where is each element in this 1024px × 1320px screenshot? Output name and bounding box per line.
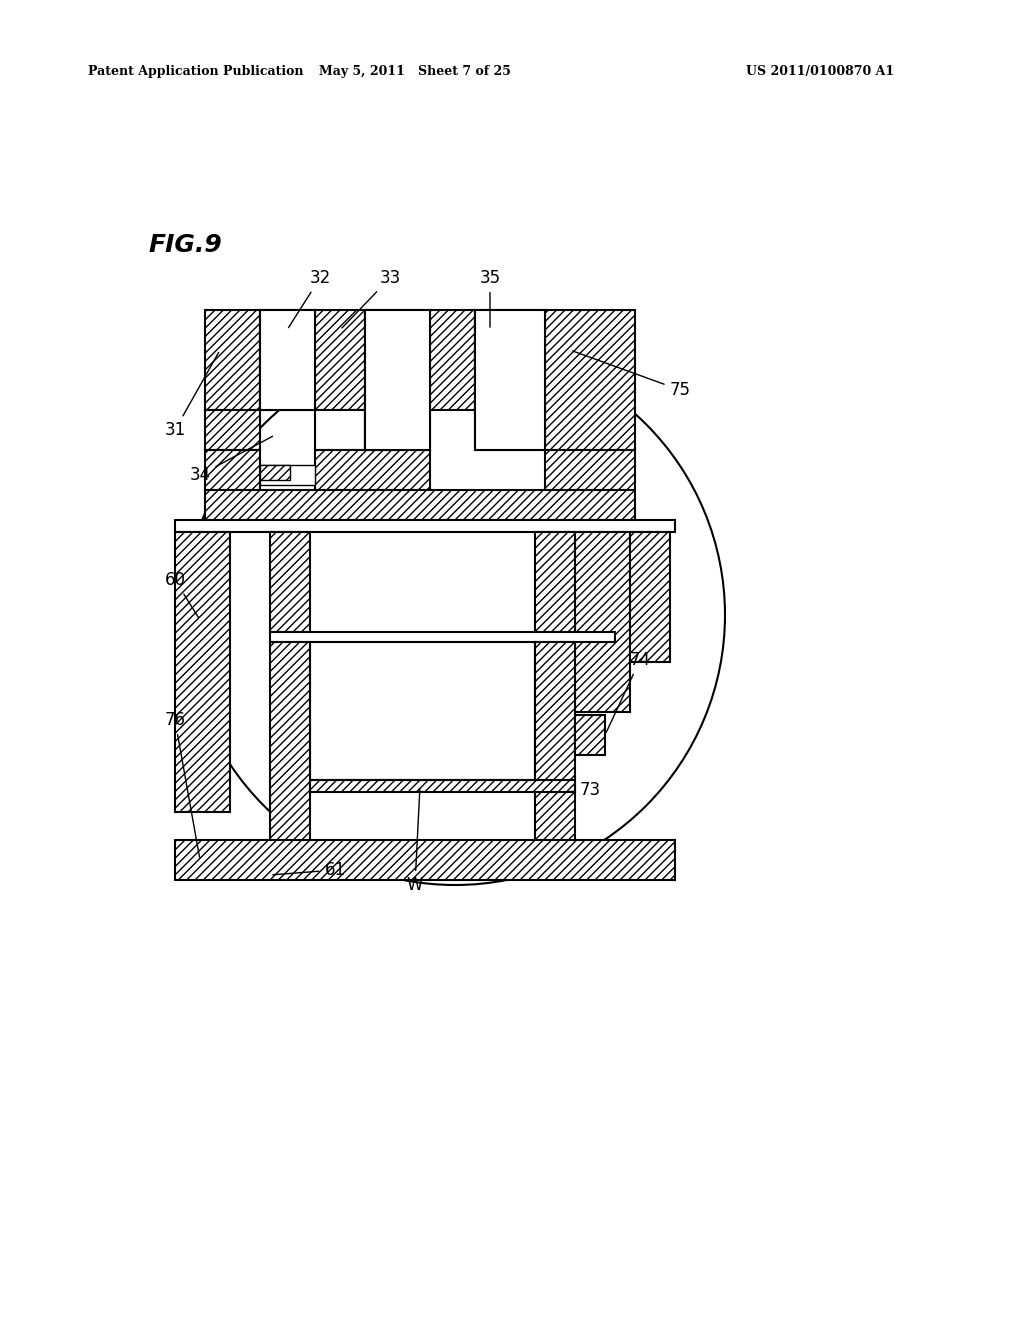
Text: 32: 32	[289, 269, 331, 327]
Bar	[270, 632, 615, 642]
Text: 33: 33	[342, 269, 400, 327]
Bar	[430, 310, 475, 411]
Bar	[310, 532, 575, 632]
Text: 75: 75	[572, 351, 690, 399]
Bar	[175, 532, 230, 812]
Bar	[205, 490, 635, 520]
Bar	[270, 642, 310, 842]
Bar	[310, 780, 575, 792]
Text: 31: 31	[165, 352, 219, 440]
Text: May 5, 2011   Sheet 7 of 25: May 5, 2011 Sheet 7 of 25	[319, 66, 511, 78]
Bar	[475, 310, 545, 450]
Bar	[575, 532, 630, 711]
Bar	[260, 465, 290, 480]
Text: 73: 73	[567, 781, 600, 799]
Bar	[315, 411, 365, 450]
Bar	[365, 310, 430, 450]
Bar	[630, 532, 670, 663]
Bar	[310, 642, 575, 780]
Bar	[205, 411, 260, 450]
Bar	[315, 310, 365, 411]
Text: 35: 35	[479, 269, 501, 327]
Text: W: W	[407, 789, 423, 894]
Text: 74: 74	[606, 651, 650, 733]
Bar	[535, 642, 575, 842]
Text: US 2011/0100870 A1: US 2011/0100870 A1	[745, 66, 894, 78]
Text: 34: 34	[189, 437, 272, 484]
Bar	[315, 450, 430, 490]
Bar	[260, 310, 315, 411]
Bar	[260, 465, 315, 484]
Bar	[260, 310, 315, 411]
Bar	[175, 520, 675, 532]
Bar	[205, 310, 260, 411]
Bar	[475, 310, 545, 450]
Text: Patent Application Publication: Patent Application Publication	[88, 66, 303, 78]
Bar	[545, 310, 635, 450]
Bar	[365, 310, 430, 450]
Text: 60: 60	[165, 572, 199, 618]
Text: FIG.9: FIG.9	[148, 234, 222, 257]
Bar	[575, 715, 605, 755]
Text: 61: 61	[272, 861, 345, 879]
Bar	[205, 450, 260, 490]
Bar	[545, 450, 635, 490]
Bar	[175, 840, 675, 880]
Bar	[270, 532, 310, 632]
Text: 76: 76	[165, 711, 200, 857]
Bar	[535, 532, 575, 632]
